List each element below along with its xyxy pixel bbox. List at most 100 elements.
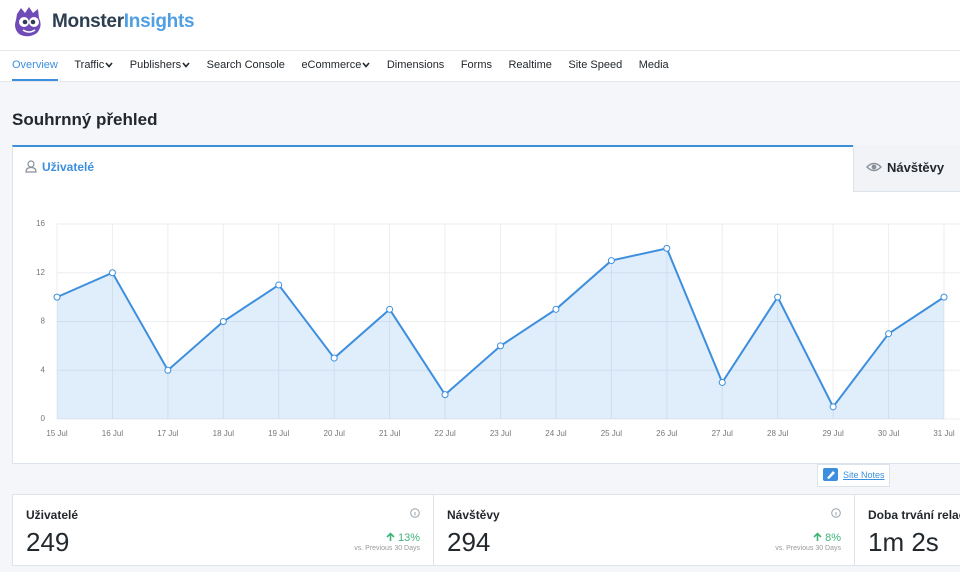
x-tick-label: 15 Jul	[46, 429, 68, 438]
nav-label: eCommerce	[301, 59, 362, 71]
nav-label: Overview	[12, 59, 58, 71]
x-tick-label: 21 Jul	[379, 429, 401, 438]
logo-text: Monster	[52, 11, 124, 32]
y-tick-label: 0	[41, 414, 46, 423]
nav-item[interactable]: Traffic	[74, 51, 113, 81]
nav-item[interactable]: Forms	[461, 51, 492, 81]
nav-item[interactable]: Site Speed	[568, 51, 622, 81]
nav-label: Traffic	[74, 59, 105, 71]
arrow	[813, 532, 822, 541]
arrow	[386, 532, 395, 541]
nav-label: Publishers	[129, 59, 182, 71]
x-tick-label: 20 Jul	[324, 429, 346, 438]
point	[718, 378, 726, 386]
change-value: 13%	[397, 532, 420, 544]
notes-icon	[823, 468, 838, 481]
nav-item[interactable]: Overview	[12, 51, 58, 81]
info-circle	[410, 508, 420, 518]
logo-icon	[15, 7, 41, 37]
tab-label[interactable]: Návštěvy	[887, 160, 945, 175]
chevron	[105, 62, 113, 68]
dropdown-icon	[105, 62, 113, 68]
point	[497, 342, 504, 350]
nav-item[interactable]: Search Console	[207, 51, 285, 81]
point	[275, 281, 283, 289]
nav-item[interactable]: eCommerce	[301, 51, 370, 81]
x-tick-label: 26 Jul	[656, 429, 678, 438]
nav-item[interactable]: Realtime	[508, 51, 551, 81]
tab[interactable]	[853, 145, 960, 192]
x-tick-label: 23 Jul	[490, 429, 512, 438]
stat-label: Uživatelé	[26, 508, 79, 522]
x-tick-label: 25 Jul	[601, 429, 623, 438]
x-tick-label: 24 Jul	[545, 429, 567, 438]
x-tick-label: 31 Jul	[933, 429, 955, 438]
nav-item[interactable]: Dimensions	[387, 51, 444, 81]
y-tick-label: 8	[41, 317, 46, 326]
point	[663, 244, 671, 252]
point	[885, 330, 893, 338]
nav-label: Dimensions	[386, 59, 445, 71]
info-circle	[831, 508, 841, 518]
nav-item[interactable]: Media	[639, 51, 669, 81]
logo: MonsterInsights	[52, 11, 195, 33]
y-tick-label: 4	[41, 365, 46, 374]
up-arrow	[813, 532, 822, 541]
nav-label: Realtime	[508, 59, 552, 71]
stat-value: 1m 2s	[868, 527, 939, 557]
stat-card: Uživatelé 249 13% vs. Previous 30 Days	[12, 494, 434, 566]
x-tick-label: 22 Jul	[434, 429, 456, 438]
point	[441, 391, 449, 399]
chart-panel	[12, 145, 960, 464]
logo-text: Insights	[123, 11, 195, 32]
stat-comparison: vs. Previous 30 Days	[354, 545, 420, 552]
dropdown-icon	[182, 62, 190, 68]
point	[219, 318, 227, 325]
nav-label: Search Console	[206, 59, 285, 71]
stat-change: 8%	[813, 532, 841, 544]
stat-card: Doba trvání relace 1m 2s	[854, 494, 960, 566]
stat-label: Návštěvy	[447, 508, 500, 522]
point	[386, 305, 394, 313]
site-notes-label[interactable]: Site Notes	[843, 470, 885, 480]
y-tick-label: 16	[36, 219, 45, 228]
point	[53, 293, 61, 301]
x-tick-label: 18 Jul	[213, 429, 235, 438]
info-icon[interactable]	[410, 508, 420, 518]
x-tick-label: 27 Jul	[712, 429, 734, 438]
change-value: 8%	[825, 532, 841, 544]
x-tick-label: 17 Jul	[157, 429, 179, 438]
point	[774, 293, 782, 301]
stat-value: 294	[447, 527, 491, 557]
tab-label[interactable]: Uživatelé	[42, 160, 95, 174]
x-tick-label: 30 Jul	[878, 429, 900, 438]
nav-label: Forms	[460, 59, 492, 71]
page-title: Souhrnný přehled	[12, 110, 158, 129]
up-arrow	[386, 532, 395, 541]
stat-change: 13%	[386, 532, 420, 544]
header: MonsterInsights	[0, 0, 960, 51]
nav-label: Media	[638, 59, 669, 71]
x-tick-label: 16 Jul	[102, 429, 124, 438]
stat-label: Doba trvání relace	[868, 508, 960, 522]
point	[829, 403, 837, 411]
point	[607, 257, 615, 265]
y-tick-label: 12	[36, 268, 45, 277]
stat-comparison: vs. Previous 30 Days	[775, 545, 841, 552]
nav-label: Site Speed	[568, 59, 623, 71]
chart: 15 Jul 16 Jul 17 Jul 18 Jul 19 Jul 20 Jul 21 J…	[36, 219, 960, 438]
chevron	[182, 62, 190, 68]
dropdown-icon	[362, 62, 370, 68]
nav-bar: Overview Traffic Publishers Search Console e…	[0, 51, 960, 82]
point	[108, 269, 116, 277]
area	[57, 248, 944, 419]
info-icon[interactable]	[831, 508, 841, 518]
chevron	[362, 62, 370, 68]
user-icon	[25, 160, 37, 173]
point	[940, 293, 948, 301]
stat-card: Návštěvy 294 8% vs. Previous 30 Days	[433, 494, 855, 566]
eye-icon	[866, 162, 882, 172]
nav-item[interactable]: Publishers	[130, 51, 190, 81]
x-tick-label: 29 Jul	[822, 429, 844, 438]
